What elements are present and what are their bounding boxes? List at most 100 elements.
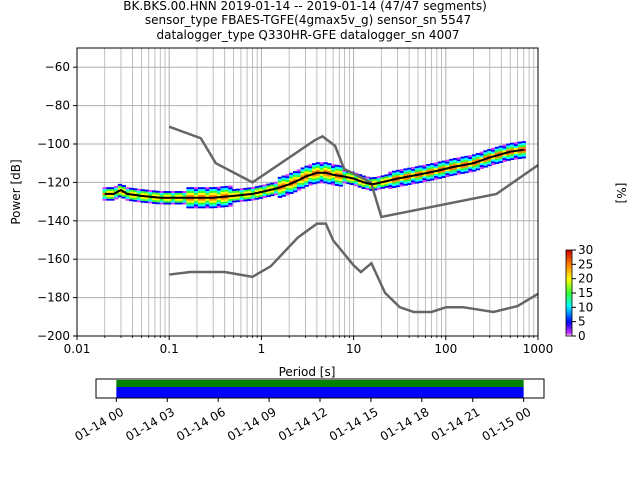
histogram-cell	[167, 200, 172, 203]
histogram-cell	[491, 151, 496, 154]
histogram-cell	[312, 180, 317, 183]
histogram-cell	[395, 173, 401, 176]
histogram-cell	[418, 178, 424, 181]
histogram-cell	[296, 169, 302, 172]
histogram-cell	[292, 182, 298, 185]
histogram-cell	[144, 191, 149, 194]
histogram-cell	[357, 183, 363, 186]
histogram-cell	[422, 174, 427, 177]
histogram-cell	[315, 177, 321, 180]
histogram-cell	[407, 173, 412, 176]
histogram-cell	[437, 163, 443, 166]
histogram-cell	[254, 188, 260, 191]
histogram-cell	[251, 190, 256, 193]
histogram-cell	[102, 196, 107, 199]
histogram-cell	[331, 164, 336, 167]
histogram-cell	[193, 187, 199, 190]
histogram-cell	[460, 166, 465, 169]
histogram-cell	[209, 204, 214, 207]
histogram-cell	[422, 164, 427, 167]
histogram-cell	[513, 142, 519, 145]
histogram-cell	[456, 163, 462, 165]
histogram-cell	[426, 177, 431, 180]
histogram-cell	[430, 163, 435, 166]
histogram-cell	[521, 150, 526, 153]
histogram-cell	[494, 158, 500, 161]
histogram-cell	[331, 177, 336, 180]
histogram-cell	[117, 183, 123, 186]
histogram-cell	[251, 196, 256, 199]
histogram-cell	[517, 147, 523, 150]
histogram-cell	[155, 192, 161, 195]
histogram-cell	[224, 185, 229, 188]
histogram-cell	[456, 157, 462, 160]
histogram-cell	[292, 186, 298, 189]
histogram-cell	[414, 172, 420, 174]
histogram-cell	[155, 194, 161, 197]
histogram-cell	[292, 184, 298, 187]
histogram-cell	[213, 206, 218, 209]
histogram-cell	[190, 198, 195, 201]
histogram-cell	[327, 168, 332, 171]
histogram-cell	[475, 166, 481, 169]
histogram-cell	[292, 178, 298, 181]
histogram-cell	[296, 184, 302, 187]
histogram-cell	[216, 202, 222, 204]
histogram-cell	[281, 192, 286, 195]
histogram-cell	[388, 186, 393, 189]
histogram-cell	[468, 168, 473, 171]
histogram-cell	[338, 184, 344, 187]
histogram-cell	[353, 176, 359, 179]
histogram-cell	[270, 182, 275, 185]
histogram-cell	[133, 195, 138, 198]
histogram-cell	[449, 162, 454, 165]
histogram-cell	[475, 152, 481, 155]
histogram-cell	[292, 175, 298, 177]
histogram-cell	[117, 191, 123, 194]
histogram-cell	[445, 173, 450, 176]
histogram-cell	[300, 171, 306, 174]
histogram-cell	[361, 185, 366, 188]
histogram-cell	[494, 146, 500, 149]
histogram-cell	[452, 167, 458, 170]
histogram-cell	[228, 202, 233, 205]
histogram-cell	[422, 180, 427, 183]
histogram-cell	[403, 179, 408, 182]
histogram-cell	[445, 169, 450, 172]
histogram-cell	[491, 163, 496, 166]
histogram-cell	[392, 182, 397, 185]
histogram-cell	[399, 182, 405, 185]
histogram-cell	[414, 179, 420, 182]
histogram-cell	[331, 183, 336, 186]
histogram-cell	[376, 180, 382, 182]
histogram-cell	[308, 175, 313, 178]
histogram-cell	[521, 154, 526, 157]
histogram-cell	[445, 165, 450, 168]
histogram-cell	[471, 163, 477, 166]
histogram-cell	[323, 166, 328, 168]
histogram-cell	[190, 194, 195, 197]
histogram-cell	[243, 197, 248, 200]
histogram-cell	[148, 201, 153, 204]
histogram-cell	[159, 194, 165, 197]
histogram-cell	[353, 182, 359, 185]
histogram-cell	[224, 189, 229, 192]
histogram-cell	[213, 190, 218, 193]
title-line-3: datalogger_type Q330HR-GFE datalogger_sn…	[157, 28, 460, 42]
histogram-cell	[468, 158, 473, 161]
histogram-cell	[460, 160, 465, 163]
histogram-cell	[216, 194, 222, 197]
data-coverage-bar	[116, 387, 524, 398]
histogram-cell	[296, 180, 302, 183]
histogram-cell	[262, 196, 267, 198]
histogram-cell	[471, 154, 477, 157]
histogram-cell	[433, 168, 439, 171]
histogram-cell	[327, 170, 332, 173]
histogram-cell	[163, 191, 168, 193]
histogram-cell	[319, 164, 325, 167]
histogram-cell	[456, 161, 462, 164]
histogram-cell	[136, 196, 142, 199]
histogram-cell	[308, 166, 313, 169]
histogram-cell	[479, 151, 485, 154]
histogram-cell	[338, 176, 344, 179]
